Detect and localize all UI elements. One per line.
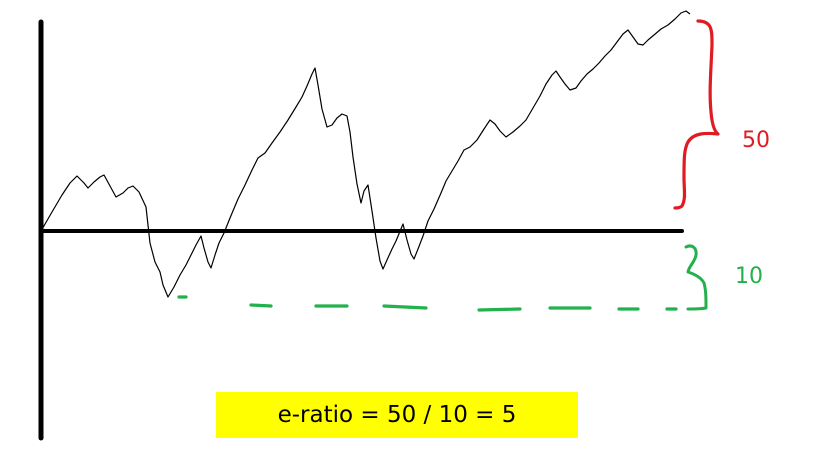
e-ratio-result: e-ratio = 50 / 10 = 5 — [277, 402, 517, 428]
result-box-bg — [216, 392, 578, 438]
gain-brace — [673, 19, 720, 210]
drawdown-dashed-line — [177, 295, 678, 312]
drawdown-brace — [684, 244, 708, 311]
drawdown-label: 10 — [735, 264, 763, 289]
gain-label: 50 — [742, 128, 770, 153]
price-path — [40, 10, 691, 298]
